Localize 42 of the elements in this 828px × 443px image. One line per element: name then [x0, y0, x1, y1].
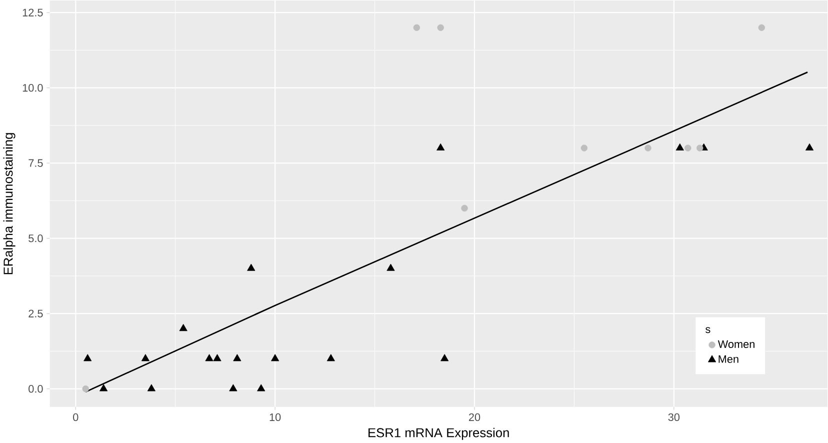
point [436, 143, 445, 150]
point [413, 24, 420, 31]
point [676, 143, 684, 150]
y-tick-label: 12.5 [22, 8, 43, 16]
point [247, 264, 256, 271]
point [179, 324, 188, 331]
point [461, 204, 468, 212]
x-tick-label: 30 [668, 413, 680, 421]
y-tick-label: 2.5 [28, 310, 43, 318]
point [271, 354, 280, 362]
y-tick-label: 5.0 [28, 234, 43, 242]
point [205, 354, 214, 362]
legend-title: s [706, 327, 710, 334]
point [437, 24, 444, 31]
y-tick-label: 7.5 [28, 159, 43, 167]
y-axis-title: ERalpha immunostaining [3, 133, 16, 274]
point [213, 354, 222, 362]
point [326, 354, 335, 362]
point [257, 384, 266, 392]
point [684, 144, 692, 152]
legend-label: Women [718, 340, 754, 348]
x-tick-label: 0 [73, 413, 78, 421]
point [82, 385, 89, 392]
point [440, 354, 449, 362]
point [805, 143, 814, 150]
legend-label: Men [718, 355, 738, 363]
point [580, 144, 588, 152]
point [147, 384, 156, 392]
x-axis-title: ESR1 mRNA Expression [368, 428, 509, 440]
point [233, 354, 242, 362]
point [696, 144, 704, 152]
point [758, 24, 766, 31]
y-tick-label: 0.0 [28, 384, 43, 393]
point [84, 354, 92, 362]
x-tick-label: 10 [270, 413, 281, 421]
y-tick-label: 10.0 [22, 84, 43, 92]
point [229, 384, 238, 392]
point [386, 264, 395, 271]
point [100, 384, 108, 392]
point [644, 144, 652, 152]
point [141, 354, 150, 362]
x-tick-label: 20 [468, 413, 480, 421]
